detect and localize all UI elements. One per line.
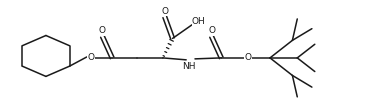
- Text: NH: NH: [182, 62, 196, 71]
- Text: O: O: [208, 26, 215, 35]
- Text: O: O: [161, 7, 168, 16]
- Text: O: O: [87, 53, 94, 62]
- Text: O: O: [244, 53, 251, 62]
- Text: OH: OH: [192, 17, 206, 26]
- Text: O: O: [99, 26, 106, 35]
